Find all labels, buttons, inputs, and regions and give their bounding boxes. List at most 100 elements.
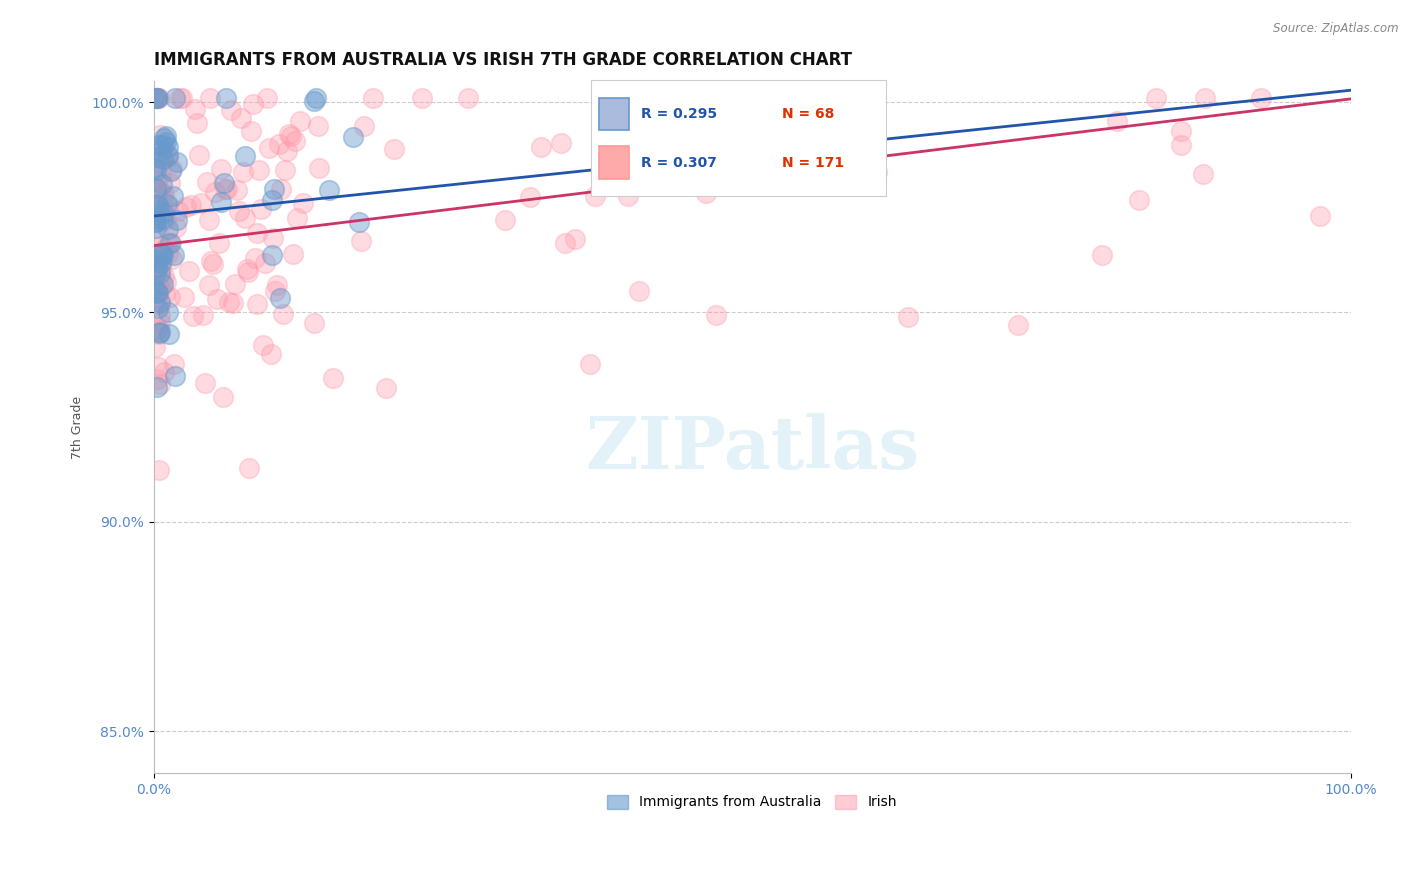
Point	[262, 231, 284, 245]
Point	[152, 246, 174, 260]
Point	[564, 232, 586, 246]
Point	[150, 262, 173, 277]
Point	[143, 340, 166, 354]
Point	[238, 461, 260, 475]
Point	[550, 136, 572, 150]
Point	[457, 91, 479, 105]
Point	[681, 148, 703, 162]
Point	[194, 376, 217, 390]
Point	[149, 239, 172, 253]
Point	[149, 315, 172, 329]
Point	[342, 129, 364, 144]
Point	[148, 155, 170, 169]
Y-axis label: 7th Grade: 7th Grade	[72, 396, 84, 459]
Point	[152, 248, 174, 262]
Point	[236, 264, 259, 278]
Point	[145, 162, 167, 177]
Point	[411, 91, 433, 105]
Point	[260, 347, 283, 361]
Point	[628, 284, 651, 298]
Point	[162, 189, 184, 203]
Point	[232, 164, 254, 178]
Point	[233, 149, 256, 163]
Point	[242, 96, 264, 111]
Point	[169, 91, 191, 105]
Point	[165, 91, 187, 105]
Point	[166, 155, 188, 169]
Point	[291, 195, 314, 210]
Point	[153, 242, 176, 256]
Point	[148, 326, 170, 340]
Point	[146, 260, 169, 274]
Point	[252, 338, 274, 352]
Point	[143, 91, 166, 105]
Point	[233, 211, 256, 226]
Point	[181, 310, 204, 324]
Point	[146, 252, 169, 267]
Point	[219, 103, 242, 117]
Point	[156, 305, 179, 319]
Point	[146, 286, 169, 301]
Point	[617, 189, 640, 203]
Point	[1128, 193, 1150, 207]
Point	[148, 266, 170, 280]
Point	[262, 194, 284, 208]
Point	[149, 254, 172, 268]
Point	[146, 198, 169, 212]
Text: ZIPatlas: ZIPatlas	[585, 413, 920, 483]
Point	[145, 286, 167, 301]
Point	[145, 91, 167, 105]
Point	[554, 235, 576, 250]
Point	[149, 273, 172, 287]
Point	[143, 161, 166, 175]
Point	[1308, 209, 1330, 223]
Point	[146, 91, 169, 105]
Point	[146, 281, 169, 295]
Point	[821, 144, 844, 158]
Point	[167, 204, 190, 219]
Point	[304, 94, 326, 108]
Point	[145, 174, 167, 188]
Point	[148, 326, 170, 341]
Point	[149, 281, 172, 295]
Point	[205, 292, 228, 306]
Point	[148, 321, 170, 335]
Point	[350, 234, 373, 248]
Point	[146, 323, 169, 337]
Legend: Immigrants from Australia, Irish: Immigrants from Australia, Irish	[602, 789, 903, 815]
Point	[519, 190, 541, 204]
Point	[308, 161, 330, 176]
Point	[159, 164, 181, 178]
Point	[204, 185, 226, 199]
Point	[215, 91, 238, 105]
Point	[153, 286, 176, 301]
Point	[146, 91, 169, 105]
Point	[222, 296, 245, 310]
Point	[149, 325, 172, 339]
Point	[225, 183, 247, 197]
Point	[143, 281, 166, 295]
Point	[149, 128, 172, 142]
Point	[156, 140, 179, 154]
Point	[197, 278, 219, 293]
Point	[146, 205, 169, 219]
Point	[1144, 91, 1167, 105]
Point	[146, 301, 169, 315]
Point	[246, 297, 269, 311]
Point	[374, 381, 396, 395]
Point	[173, 290, 195, 304]
Point	[250, 202, 273, 216]
Point	[209, 162, 232, 177]
Point	[495, 212, 517, 227]
Point	[284, 134, 307, 148]
Point	[200, 254, 222, 268]
Point	[156, 151, 179, 165]
Point	[285, 211, 308, 226]
Point	[347, 215, 370, 229]
Bar	[599, 146, 628, 178]
Point	[146, 254, 169, 268]
Point	[165, 220, 187, 235]
Point	[269, 291, 291, 305]
Point	[155, 128, 177, 143]
Point	[146, 285, 169, 299]
